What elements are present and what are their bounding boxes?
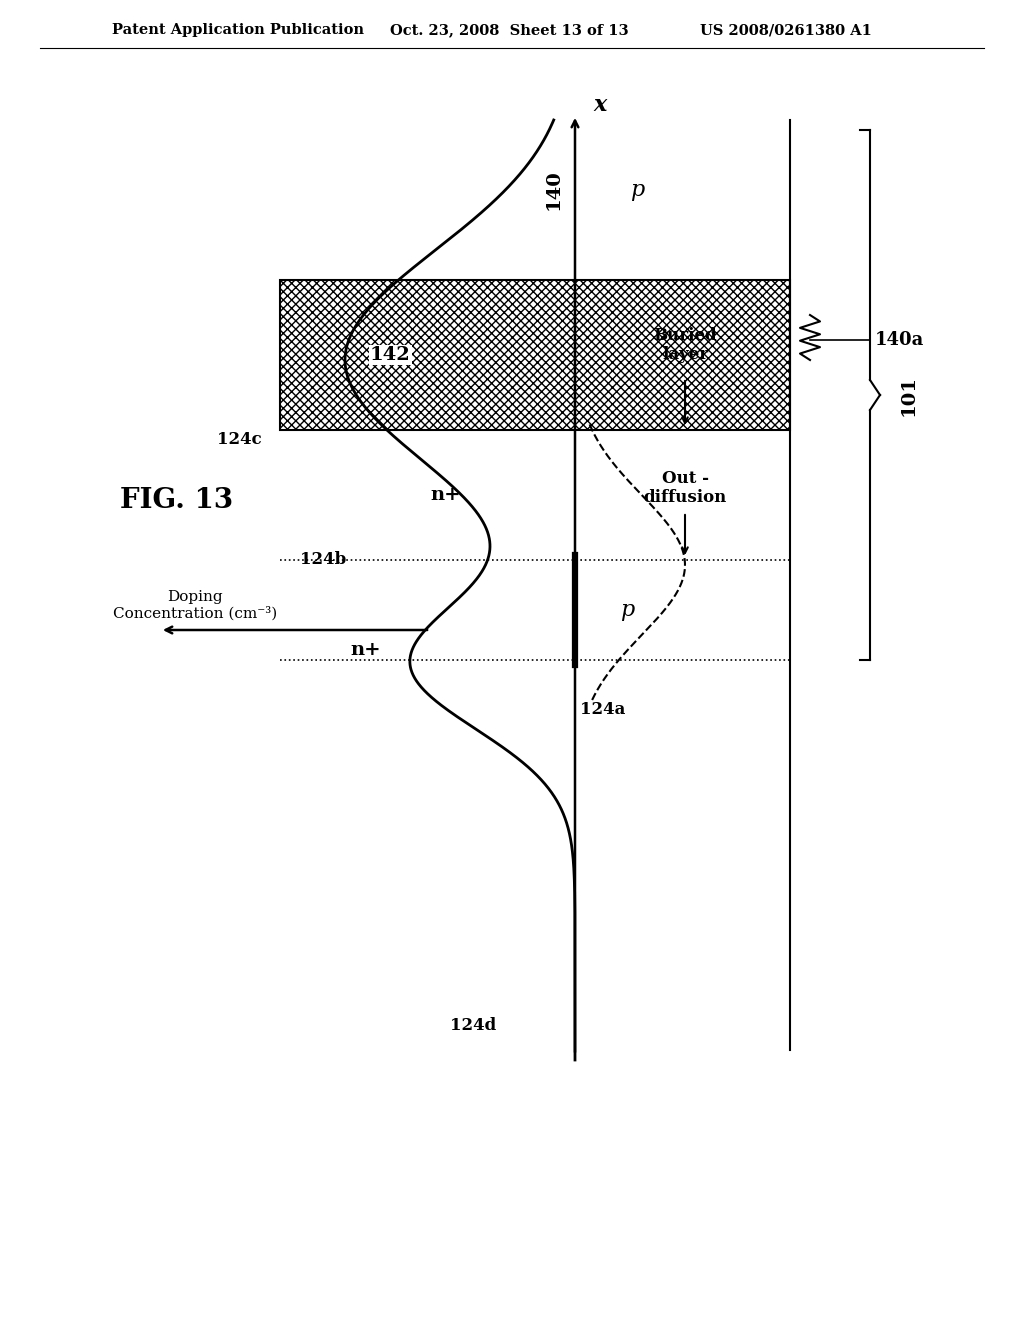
Text: p: p — [630, 180, 644, 201]
Text: Buried
layer: Buried layer — [653, 327, 717, 363]
Text: 101: 101 — [900, 375, 918, 416]
Text: 142: 142 — [370, 346, 411, 364]
Text: Patent Application Publication: Patent Application Publication — [112, 22, 364, 37]
Text: Out -
diffusion: Out - diffusion — [643, 470, 727, 507]
Text: x: x — [593, 94, 606, 116]
Text: 124d: 124d — [450, 1016, 497, 1034]
Text: n+: n+ — [430, 486, 461, 504]
Text: US 2008/0261380 A1: US 2008/0261380 A1 — [700, 22, 871, 37]
Text: 140: 140 — [545, 170, 563, 210]
Text: 124b: 124b — [300, 552, 346, 569]
Text: 124a: 124a — [580, 701, 626, 718]
Text: p: p — [620, 599, 634, 620]
Text: 140a: 140a — [874, 331, 925, 348]
Text: Doping
Concentration (cm⁻³): Doping Concentration (cm⁻³) — [113, 590, 278, 620]
Bar — [280, 280, 790, 430]
Text: Oct. 23, 2008  Sheet 13 of 13: Oct. 23, 2008 Sheet 13 of 13 — [390, 22, 629, 37]
Text: FIG. 13: FIG. 13 — [120, 487, 233, 513]
Text: n+: n+ — [350, 642, 381, 659]
Text: 124c: 124c — [217, 432, 262, 449]
